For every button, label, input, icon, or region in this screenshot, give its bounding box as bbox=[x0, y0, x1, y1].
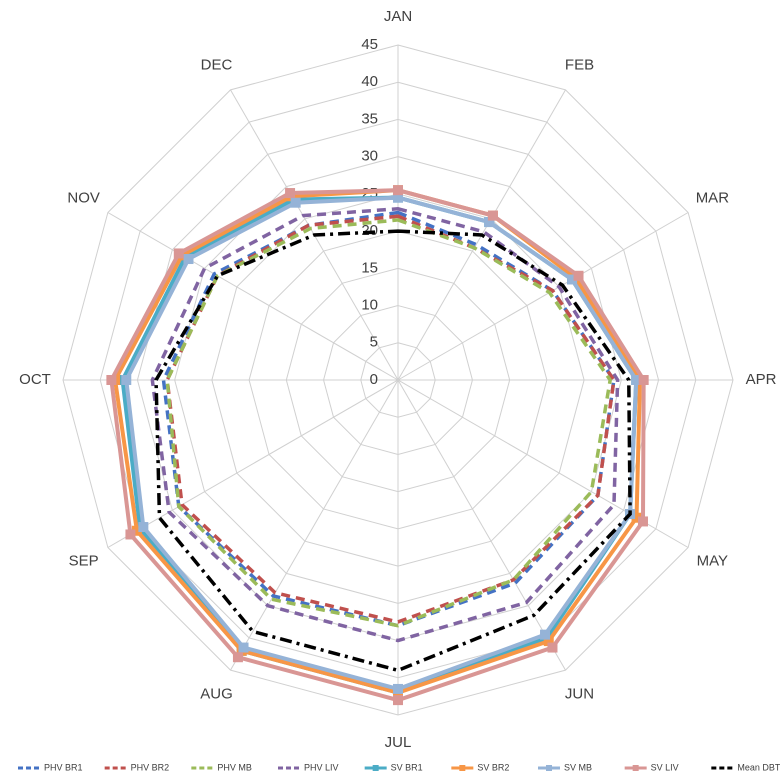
spoke bbox=[230, 379, 399, 671]
category-label: JUN bbox=[565, 685, 594, 702]
legend-label: PHV LIV bbox=[304, 762, 339, 772]
r-tick-label: 45 bbox=[361, 36, 378, 53]
marker bbox=[543, 636, 554, 647]
legend-marker bbox=[459, 765, 466, 771]
marker bbox=[138, 522, 149, 533]
marker bbox=[393, 192, 403, 203]
marker bbox=[638, 375, 649, 385]
series-line bbox=[150, 207, 620, 643]
category-label: SEP bbox=[69, 552, 99, 569]
series-line bbox=[165, 218, 613, 628]
marker bbox=[547, 642, 558, 653]
legend-label: PHV BR2 bbox=[131, 762, 170, 772]
category-label: FEB bbox=[565, 57, 594, 74]
category-label: JAN bbox=[384, 8, 412, 25]
marker bbox=[393, 185, 403, 196]
marker bbox=[183, 254, 194, 265]
legend-marker bbox=[546, 765, 552, 771]
legend-label: SV BR2 bbox=[477, 762, 509, 772]
category-label: JUL bbox=[385, 734, 412, 751]
marker bbox=[131, 525, 142, 536]
spoke bbox=[397, 212, 689, 381]
marker bbox=[573, 270, 584, 281]
r-tick-label: 40 bbox=[361, 73, 378, 90]
marker bbox=[173, 248, 184, 259]
marker bbox=[238, 642, 249, 653]
marker bbox=[232, 652, 243, 663]
spoke bbox=[397, 379, 566, 671]
legend-label: SV LIV bbox=[651, 762, 679, 772]
category-label: MAY bbox=[697, 552, 728, 569]
legend-label: SV BR1 bbox=[391, 762, 423, 772]
r-tick-label: 15 bbox=[361, 259, 378, 276]
legend-marker bbox=[372, 765, 379, 771]
category-label: APR bbox=[746, 371, 777, 388]
marker bbox=[125, 529, 136, 540]
r-tick-label: 30 bbox=[361, 148, 378, 165]
series-line bbox=[165, 214, 616, 624]
marker bbox=[567, 274, 578, 285]
category-label: AUG bbox=[200, 685, 233, 702]
series-line bbox=[154, 229, 632, 673]
category-label: MAR bbox=[696, 189, 730, 206]
marker bbox=[631, 375, 642, 385]
marker bbox=[637, 516, 648, 527]
marker bbox=[393, 695, 403, 706]
legend-label: Mean DBT bbox=[737, 762, 780, 772]
marker bbox=[484, 217, 495, 228]
marker bbox=[106, 375, 117, 385]
marker bbox=[290, 197, 301, 208]
marker bbox=[285, 188, 296, 199]
r-tick-label: 20 bbox=[361, 222, 378, 239]
marker bbox=[393, 683, 403, 694]
marker bbox=[540, 629, 551, 640]
r-tick-label: 35 bbox=[361, 110, 378, 127]
spoke bbox=[107, 379, 399, 548]
category-label: DEC bbox=[201, 57, 233, 74]
r-tick-label: 5 bbox=[370, 334, 378, 351]
marker bbox=[121, 375, 132, 385]
category-label: OCT bbox=[19, 371, 51, 388]
category-label: NOV bbox=[67, 189, 100, 206]
legend-label: PHV MB bbox=[217, 762, 252, 772]
legend-marker bbox=[632, 765, 639, 771]
r-tick-label: 10 bbox=[361, 297, 378, 314]
marker bbox=[487, 210, 498, 221]
spoke bbox=[107, 212, 399, 381]
legend-label: SV MB bbox=[564, 762, 592, 772]
r-tick-label: 0 bbox=[370, 371, 378, 388]
legend-label: PHV BR1 bbox=[44, 762, 83, 772]
marker bbox=[631, 512, 642, 523]
